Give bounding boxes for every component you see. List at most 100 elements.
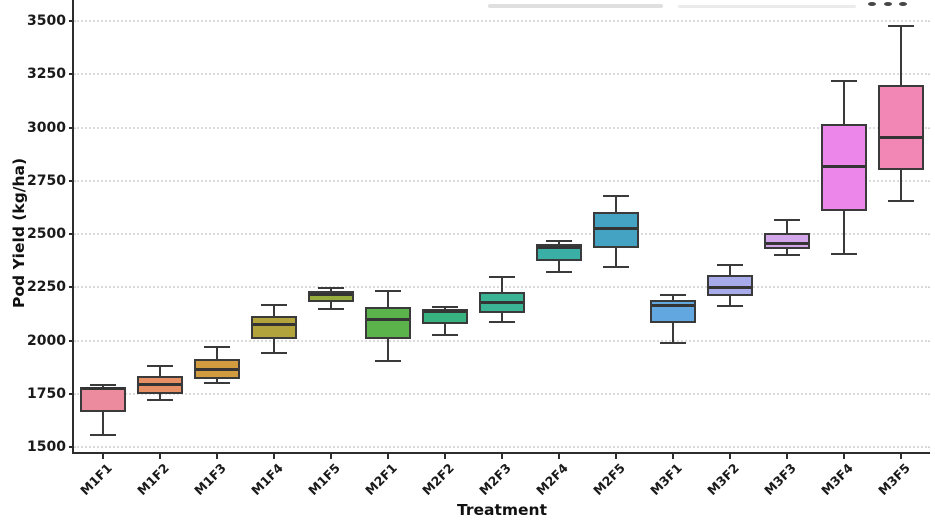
whisker-cap-max-M2F5: [603, 195, 630, 198]
y-tick-mark: [69, 19, 74, 22]
whisker-cap-max-M3F1: [660, 293, 687, 296]
x-tick-label-M1F2: M1F2: [133, 460, 172, 499]
box-M1F1: [79, 386, 126, 412]
x-tick-mark: [900, 454, 903, 459]
y-tick-label: 2000: [27, 332, 66, 349]
y-tick-label: 2250: [27, 279, 66, 296]
y-gridline: [74, 446, 930, 449]
whisker-cap-max-M1F2: [146, 364, 173, 367]
y-tick-label: 3500: [27, 12, 66, 29]
y-gridline: [74, 20, 930, 22]
cropped-title-smudge: [678, 5, 856, 8]
box-M3F5: [878, 84, 925, 170]
median-M1F4: [252, 322, 295, 326]
x-tick-label-M2F5: M2F5: [590, 460, 629, 499]
y-tick-label: 3250: [27, 66, 66, 83]
y-tick-mark: [69, 233, 74, 236]
x-tick-label-M3F5: M3F5: [875, 460, 914, 499]
x-tick-mark: [443, 454, 446, 459]
whisker-cap-max-M3F5: [888, 24, 915, 27]
x-tick-label-M3F2: M3F2: [704, 460, 743, 499]
box-M2F1: [364, 306, 411, 340]
y-tick-label: 2500: [27, 226, 66, 243]
cropped-dot-icon: [884, 2, 892, 6]
whisker-cap-min-M2F4: [546, 270, 573, 273]
y-gridline: [74, 393, 930, 395]
y-tick-label: 1750: [27, 386, 66, 402]
box-M1F5: [307, 291, 354, 302]
whisker-cap-max-M1F5: [317, 286, 344, 289]
x-tick-label-M1F5: M1F5: [304, 460, 343, 499]
whisker-cap-min-M1F2: [146, 398, 173, 401]
box-M3F3: [764, 233, 811, 250]
x-tick-mark: [729, 454, 732, 459]
whisker-cap-max-M2F4: [546, 239, 573, 242]
y-tick-mark: [69, 339, 74, 342]
whisker-cap-min-M1F3: [203, 382, 230, 385]
whisker-cap-min-M1F4: [260, 351, 287, 354]
x-tick-mark: [101, 454, 104, 459]
x-tick-mark: [558, 454, 561, 459]
x-tick-label-M1F4: M1F4: [247, 460, 286, 499]
whisker-cap-max-M1F3: [203, 345, 230, 348]
x-tick-mark: [786, 454, 789, 459]
x-tick-mark: [158, 454, 161, 459]
whisker-cap-min-M3F5: [888, 200, 915, 203]
y-tick-mark: [69, 393, 74, 395]
x-tick-label-M3F4: M3F4: [818, 460, 857, 499]
x-tick-label-M1F3: M1F3: [190, 460, 229, 499]
x-tick-mark: [329, 454, 332, 459]
median-M2F4: [538, 246, 581, 250]
whisker-cap-min-M3F3: [774, 253, 801, 256]
x-axis-title: Treatment: [456, 501, 548, 519]
y-gridline: [74, 339, 930, 342]
y-gridline: [74, 180, 930, 182]
y-tick-mark: [69, 446, 74, 449]
whisker-cap-min-M2F5: [603, 266, 630, 269]
x-tick-mark: [501, 454, 503, 459]
x-tick-mark: [386, 454, 389, 459]
whisker-cap-max-M3F3: [774, 218, 801, 221]
median-M3F3: [766, 241, 809, 245]
x-tick-label-M2F2: M2F2: [419, 460, 457, 499]
x-tick-mark: [215, 454, 218, 459]
x-axis-spine: [72, 452, 930, 454]
cropped-dot-icon: [899, 2, 907, 6]
box-M3F2: [707, 275, 754, 296]
whisker-cap-max-M3F2: [717, 264, 744, 266]
median-M3F2: [709, 285, 752, 289]
x-tick-mark: [672, 454, 675, 459]
median-M3F5: [880, 136, 923, 140]
x-tick-label-M3F1: M3F1: [647, 460, 686, 499]
median-M1F1: [81, 386, 124, 390]
whisker-cap-max-M3F4: [831, 79, 858, 82]
whisker-cap-min-M2F1: [374, 359, 401, 362]
median-M2F1: [366, 318, 409, 322]
y-gridline: [74, 73, 930, 75]
y-tick-mark: [69, 179, 74, 182]
median-M1F5: [309, 293, 352, 297]
whisker-cap-max-M2F3: [489, 276, 515, 279]
y-tick-mark: [69, 73, 74, 76]
y-axis-spine: [72, 0, 74, 454]
median-M2F3: [481, 300, 523, 304]
whisker-cap-max-M1F1: [89, 383, 116, 386]
x-tick-mark: [615, 454, 618, 459]
y-tick-mark: [69, 126, 74, 129]
y-tick-label: 2750: [27, 172, 66, 189]
y-gridline: [74, 126, 930, 129]
whisker-cap-max-M2F1: [374, 289, 401, 292]
median-M3F4: [823, 165, 866, 168]
whisker-cap-max-M2F2: [431, 306, 458, 309]
whisker-cap-min-M1F5: [317, 308, 344, 311]
y-tick-mark: [69, 286, 74, 289]
whisker-cap-min-M2F3: [489, 320, 515, 323]
whisker-cap-min-M3F1: [660, 341, 687, 344]
median-M3F1: [652, 303, 695, 307]
x-tick-mark: [272, 454, 275, 459]
whisker-cap-min-M2F2: [431, 333, 458, 336]
whisker-cap-max-M1F4: [260, 304, 287, 307]
x-tick-label-M2F1: M2F1: [362, 460, 400, 499]
y-tick-label: 1500: [27, 439, 66, 456]
